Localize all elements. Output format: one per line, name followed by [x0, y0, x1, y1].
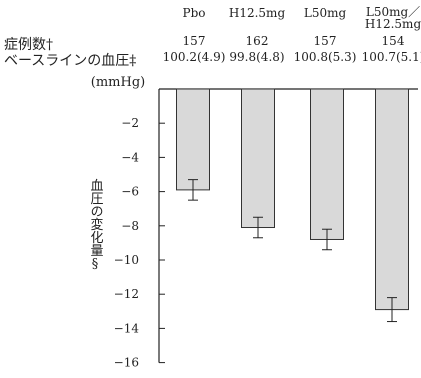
y-unit-label: (mmHg) — [91, 75, 145, 90]
header-group-l50: L50mg — [303, 6, 347, 20]
row-label-baseline-bp: ベースラインの血圧‡ — [4, 53, 137, 69]
baseline-bp-value-1: 99.8(4.8) — [229, 50, 285, 64]
y-tick-label: −10 — [114, 253, 139, 267]
header-group-combo-line2: H12.5mg — [364, 17, 421, 31]
y-axis-title: 血圧の変化量§ — [88, 179, 104, 272]
cases-value-1: 162 — [245, 34, 269, 48]
y-tick-label: −8 — [121, 219, 139, 233]
y-tick-label: −12 — [114, 287, 139, 301]
bar — [310, 88, 344, 240]
baseline-bp-value-2: 100.8(5.3) — [293, 50, 357, 64]
y-tick-label: −16 — [114, 356, 139, 370]
row-label-cases: 症例数† — [4, 37, 53, 53]
cases-value-0: 157 — [182, 34, 206, 48]
cases-value-3: 154 — [381, 34, 405, 48]
bar — [176, 88, 210, 191]
bar — [241, 88, 275, 229]
header-group-pbo: Pbo — [182, 6, 206, 20]
header-group-combo-line1: L50mg／ — [365, 5, 421, 19]
y-tick-label: −6 — [121, 185, 139, 199]
cases-value-2: 157 — [313, 34, 337, 48]
bar — [375, 88, 409, 311]
y-tick-label: −2 — [121, 116, 139, 130]
y-tick-label: −4 — [121, 150, 139, 164]
y-tick-label: −14 — [114, 321, 140, 335]
header-group-h125: H12.5mg — [228, 6, 286, 20]
baseline-bp-value-0: 100.2(4.9) — [162, 50, 226, 64]
baseline-bp-value-3: 100.7(5.1) — [361, 50, 421, 64]
